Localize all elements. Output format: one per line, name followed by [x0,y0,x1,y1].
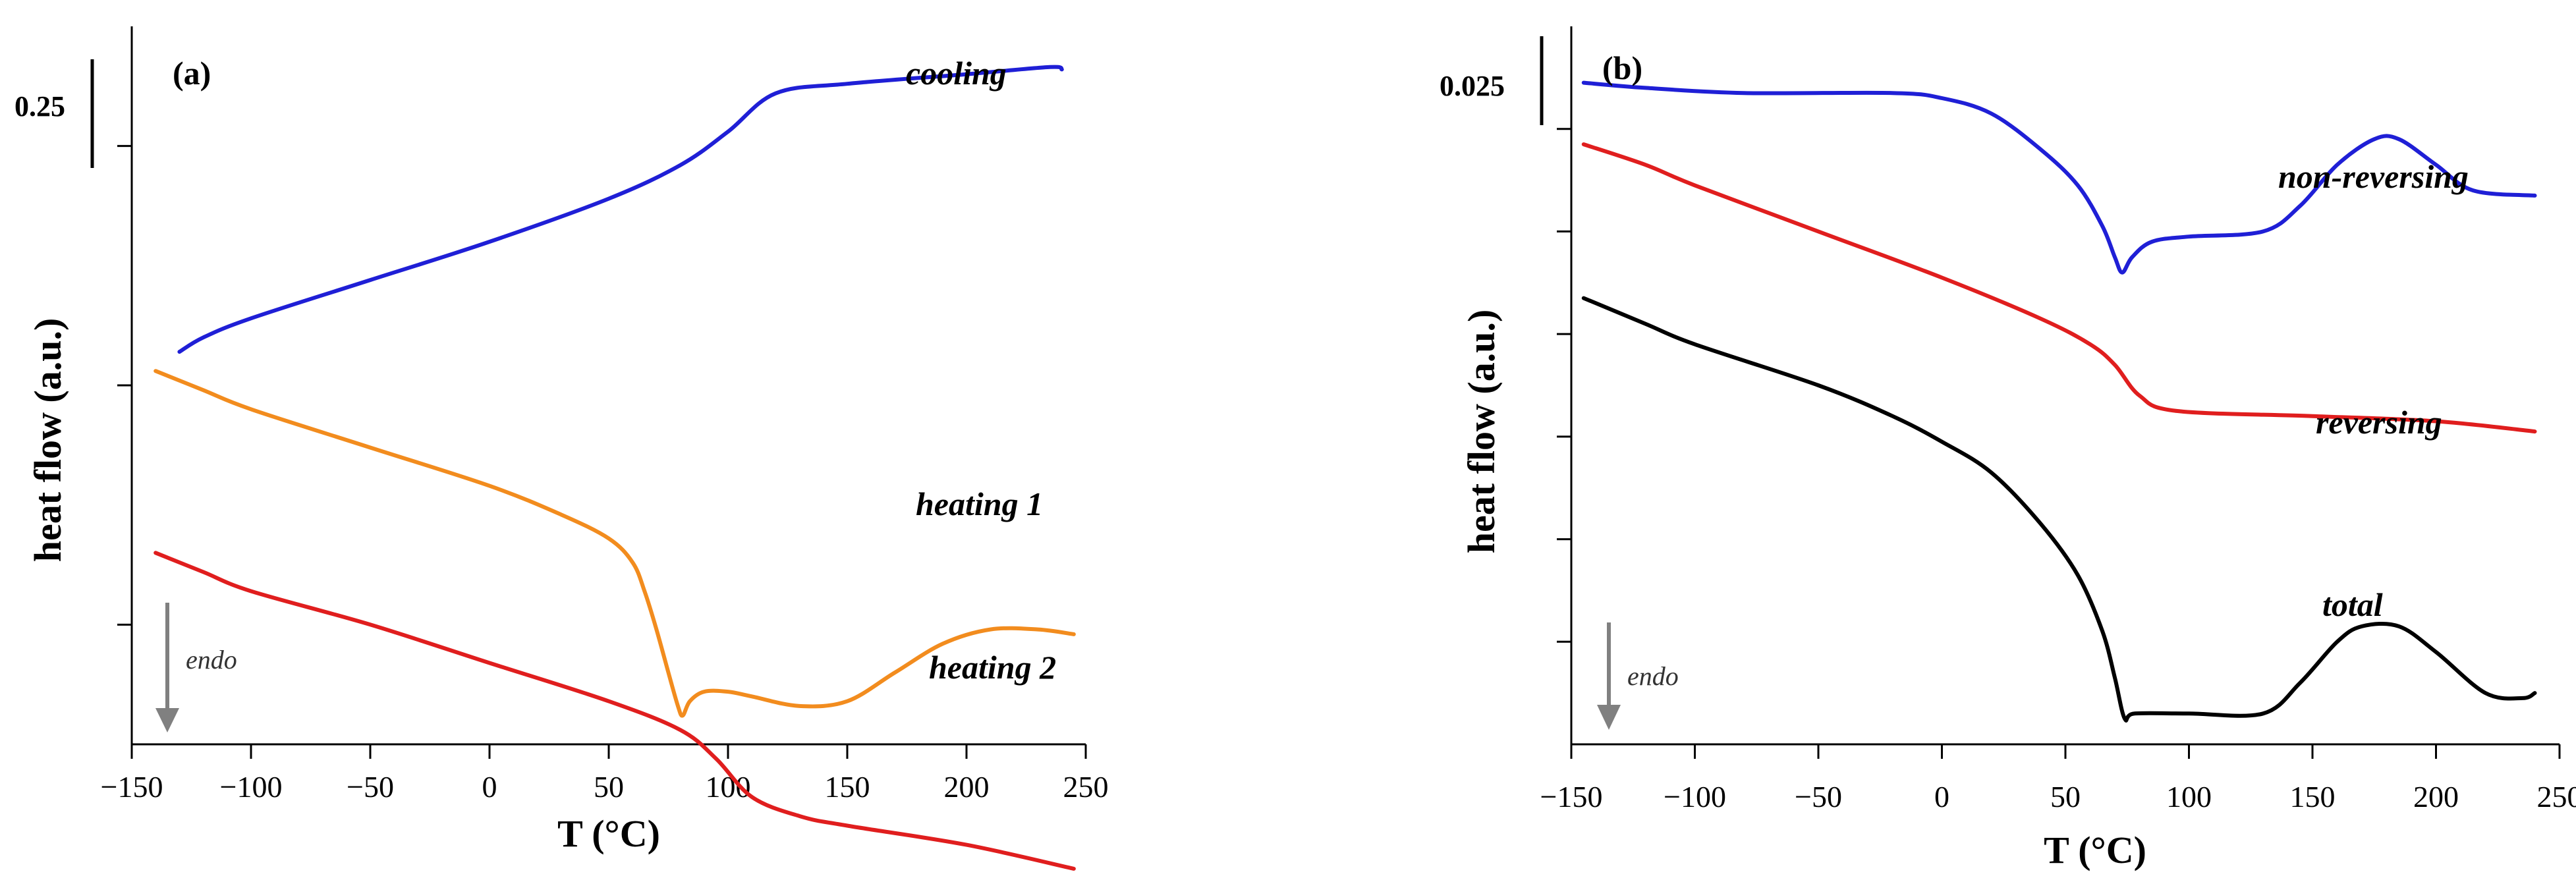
panel-a-endo-label: endo [186,645,237,674]
panel-a-x-tick-label: −100 [220,770,283,804]
panel-b-x-ticks: −150 −100 −50 0 50 100 150 200 250 [1540,744,2576,813]
panel-a-y-ticks [117,146,132,625]
panel-b-series-total [1584,298,2535,721]
panel-b-x-tick-label: 150 [2290,780,2336,813]
panel-b-scale-label: 0.025 [1440,70,1505,102]
panel-a-x-tick-label: 0 [482,770,497,804]
panel-a-x-tick-label: 200 [944,770,990,804]
panel-a-x-tick-label: −50 [347,770,394,804]
panel-a-label-cooling: cooling [906,55,1007,92]
panel-b-x-tick-label: 0 [1934,780,1949,813]
panel-a-x-tick-label: 250 [1063,770,1109,804]
panel-b-x-tick-label: 50 [2050,780,2081,813]
panel-b-x-tick-label: −50 [1795,780,1842,813]
panel-b-label: (b) [1602,49,1642,86]
panel-b-label-reversing: reversing [2316,404,2442,441]
panel-a-x-title: T (°C) [557,812,660,855]
panel-b-y-title: heat flow (a.u.) [1460,310,1503,554]
panel-b-x-title: T (°C) [2044,829,2146,871]
panel-a-label-heating-2: heating 2 [929,649,1056,686]
panel-b-label-non-reversing: non-reversing [2278,158,2469,195]
panel-a-x-tick-label: −150 [101,770,163,804]
panel-a-series [155,67,1074,869]
panel-a-endo-arrow [155,603,179,732]
panel-b-endo-arrow [1597,622,1621,730]
panel-a-label: (a) [173,55,211,92]
panel-a-label-heating-1: heating 1 [916,485,1043,522]
panel-b-x-tick-label: 200 [2413,780,2459,813]
panel-b-x-tick-label: 250 [2537,780,2576,813]
panel-a-series-cooling [179,67,1061,352]
panel-b-endo-label: endo [1627,661,1679,691]
panel-b-x-tick-label: −150 [1540,780,1603,813]
panel-b: −150 −100 −50 0 50 100 150 200 250 0.025 (b) non… [1440,26,2576,871]
panel-b-label-total: total [2322,586,2383,623]
panel-b-x-tick-label: −100 [1664,780,1726,813]
panel-b-y-ticks [1557,129,1571,642]
panel-a-x-tick-label: 50 [594,770,624,804]
panel-a-x-tick-label: 150 [825,770,870,804]
panel-b-x-tick-label: 100 [2166,780,2212,813]
panel-a-y-title: heat flow (a.u.) [26,318,69,563]
panel-a-scale-label: 0.25 [14,90,65,123]
